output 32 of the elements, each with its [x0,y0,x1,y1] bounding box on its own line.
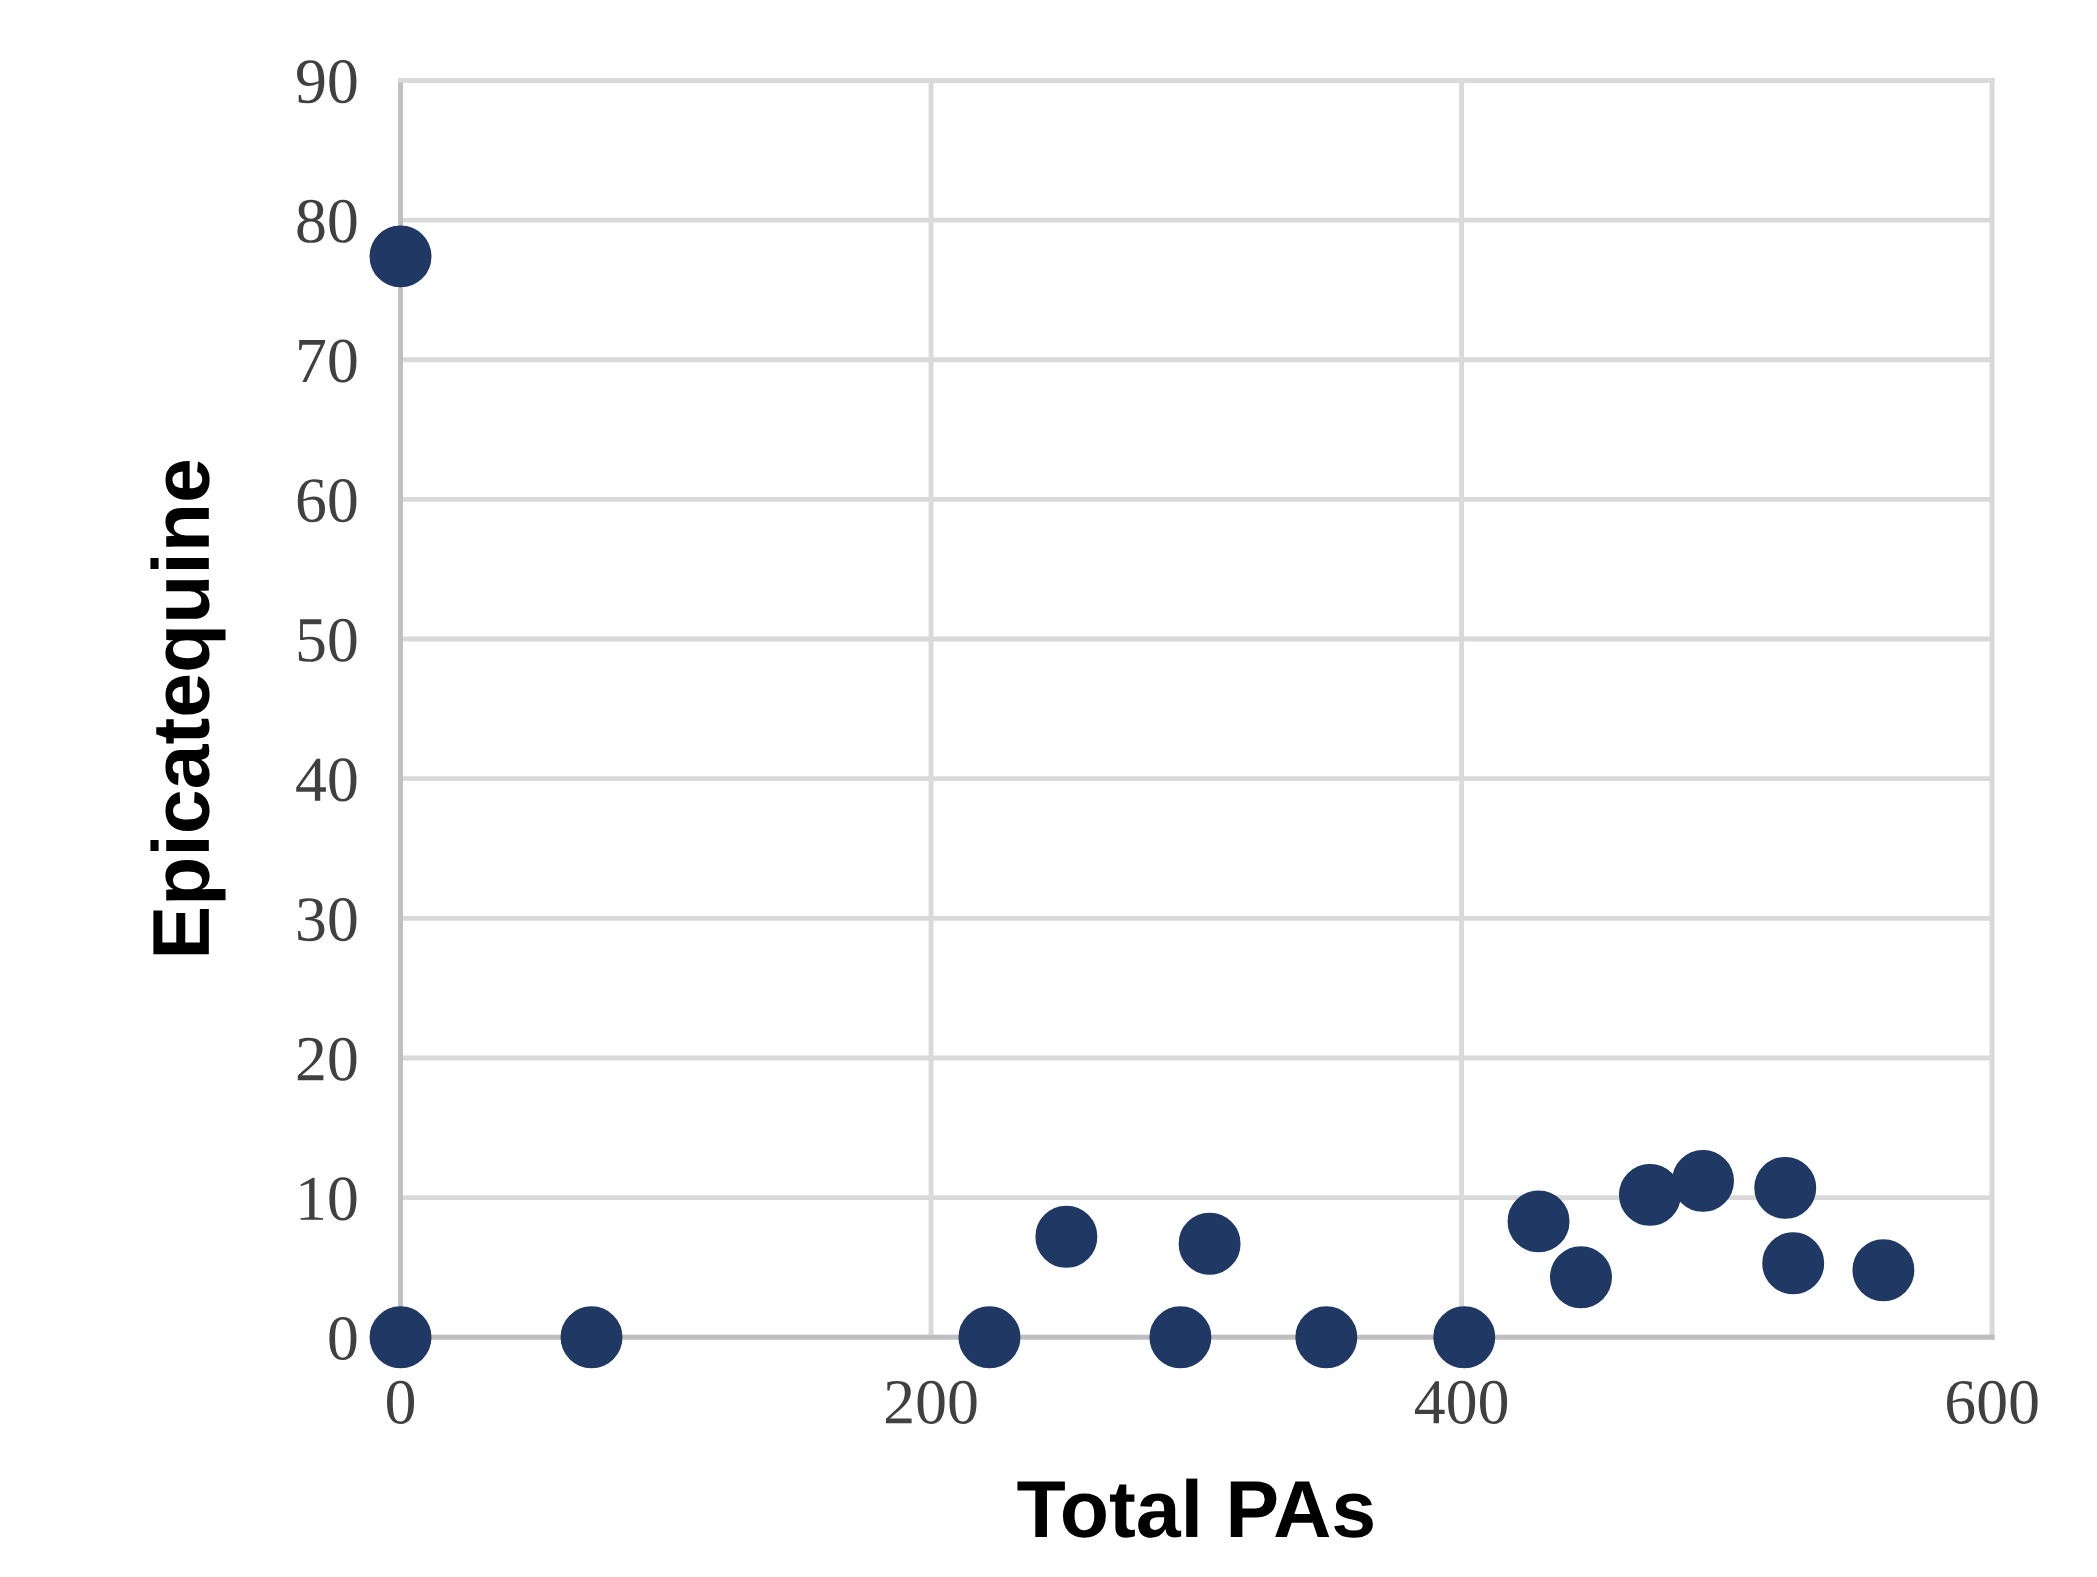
point [369,1306,432,1369]
point [1754,1156,1817,1219]
point [1550,1246,1612,1309]
point [1295,1306,1358,1369]
y-axis-title: Epicatequine [150,460,226,955]
x-tick-label: 200 [885,1380,977,1424]
point [958,1306,1021,1369]
y-tick-label: 20 [297,1037,357,1081]
point [1035,1205,1098,1268]
point [1762,1232,1825,1295]
y-tick-label: 70 [299,339,357,383]
point [1618,1163,1681,1226]
x-axis-title: Total PAs [1017,1478,1373,1538]
point [1507,1190,1570,1253]
point [1149,1306,1212,1369]
y-tick-label: 10 [300,1177,357,1221]
x-tick-label: 600 [1946,1380,2038,1424]
point [1178,1212,1241,1275]
point [1672,1149,1734,1212]
point [560,1306,623,1369]
point [1852,1239,1915,1302]
y-tick-label: 90 [297,60,357,104]
x-tick-label: 400 [1414,1380,1508,1424]
y-tick-label: 40 [296,758,357,802]
y-tick-label: 0 [329,1316,357,1361]
y-tick-label: 60 [297,479,357,523]
x-tick-label: 0 [386,1380,415,1424]
point [369,225,432,288]
y-tick-label: 30 [298,898,357,942]
point [1433,1306,1496,1369]
y-tick-label: 80 [297,199,357,243]
y-tick-label: 50 [298,618,357,662]
